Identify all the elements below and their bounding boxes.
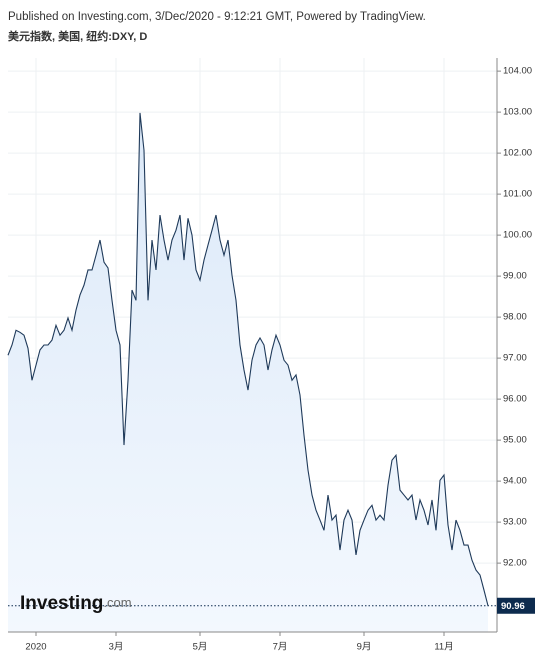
watermark-suffix: .com	[103, 595, 131, 610]
y-tick-label: 98.00	[503, 312, 527, 323]
line	[7, 112, 489, 606]
x-tick-label: 7月	[273, 642, 288, 653]
area	[8, 112, 488, 632]
x-tick-label: 3月	[109, 642, 124, 653]
watermark-brand: Investing	[20, 593, 103, 614]
x-tick-label: 5月	[193, 642, 208, 653]
x-tick-label: 9月	[357, 642, 372, 653]
y-tick-label: 104.00	[503, 66, 532, 77]
y-tick-label: 94.00	[503, 476, 527, 487]
plot: 92.00 93.00 94.00 95.00 96.00 97.00 98.00 99.00…	[7, 58, 535, 653]
y-tick-label: 103.00	[503, 107, 532, 118]
symbol-title: 美元指数, 美国, 纽约:DXY, D	[8, 29, 147, 43]
last-value-label: 90.96	[501, 601, 525, 612]
y-tick-label: 102.00	[503, 148, 532, 159]
y-tick-label: 95.00	[503, 435, 527, 446]
y-tick-label: 93.00	[503, 517, 527, 528]
y-tick-label: 92.00	[503, 558, 527, 569]
y-tick-label: 97.00	[503, 353, 527, 364]
y-tick-label: 96.00	[503, 394, 527, 405]
published-note: Published on Investing.com, 3/Dec/2020 -…	[8, 11, 426, 23]
watermark: Investing.com	[20, 593, 132, 614]
last-value-box	[497, 597, 535, 614]
y-tick-label: 99.00	[503, 271, 527, 282]
x-tick-label: 11月	[434, 642, 453, 653]
y-tick-label: 100.00	[503, 230, 532, 241]
x-tick-label: 2020	[25, 642, 46, 653]
y-tick-label: 101.00	[503, 189, 532, 200]
